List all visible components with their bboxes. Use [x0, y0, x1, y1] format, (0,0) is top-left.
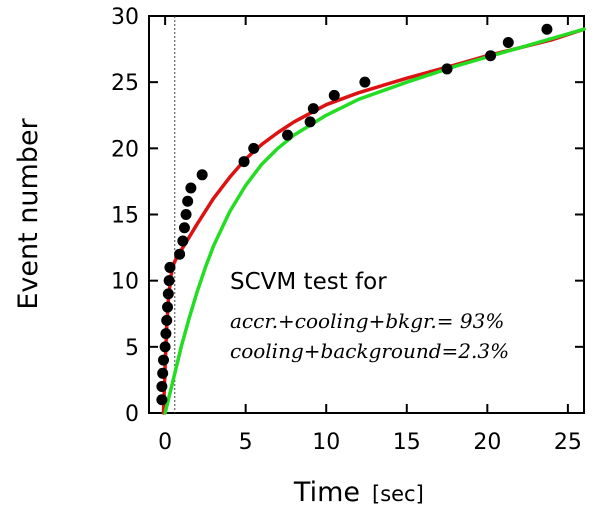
data-point: [158, 354, 169, 366]
y-tick-label: 15: [111, 204, 139, 229]
x-tick-label: 0: [158, 430, 172, 455]
data-point: [162, 301, 174, 313]
data-point: [180, 209, 192, 220]
data-point: [177, 235, 189, 247]
data-point: [248, 142, 260, 154]
data-point: [304, 116, 316, 128]
y-tick-label: 0: [125, 402, 139, 427]
data-point: [182, 195, 194, 207]
x-tick-label: 20: [473, 430, 501, 455]
x-tick-label: 25: [554, 430, 582, 455]
data-point: [282, 129, 294, 141]
y-tick-label: 10: [111, 270, 139, 295]
annotation-line-1: accr.+cooling+bkgr.= 93%: [230, 309, 504, 333]
data-point: [307, 103, 319, 115]
data-point: [157, 367, 169, 379]
data-point: [359, 76, 371, 88]
data-point: [178, 222, 190, 234]
x-axis-unit: [sec]: [372, 482, 424, 506]
data-point: [161, 314, 173, 326]
data-point: [441, 63, 453, 75]
x-tick-label: 15: [393, 430, 421, 455]
x-tick-label: 10: [312, 430, 340, 455]
data-point: [485, 50, 497, 62]
data-point: [185, 182, 197, 194]
data-point: [238, 156, 250, 168]
data-point: [156, 394, 168, 406]
annotation-title: SCVM test for: [230, 269, 387, 295]
data-point: [163, 275, 175, 287]
x-tick-label: 5: [239, 430, 253, 455]
data-point: [541, 23, 553, 35]
y-tick-label: 20: [111, 137, 139, 162]
y-tick-label: 30: [111, 5, 139, 30]
series-line-2: [163, 27, 586, 415]
data-point: [164, 261, 176, 273]
y-axis-label: Event number: [13, 117, 44, 309]
data-point: [502, 36, 514, 48]
data-point: [159, 341, 171, 353]
annotation-line-2: cooling+background=2.3%: [230, 339, 509, 363]
y-tick-label: 5: [125, 336, 139, 361]
data-point: [162, 288, 174, 300]
data-point: [160, 328, 172, 340]
x-axis-label: Time: [293, 477, 360, 507]
ticks: 0 5 10 15 20 25 0 5 10 15 20 25 30: [111, 5, 584, 455]
y-tick-label: 25: [111, 71, 139, 96]
data-point: [328, 89, 340, 101]
data-point: [196, 169, 208, 181]
data-point: [174, 248, 186, 260]
data-points: [156, 23, 553, 406]
data-point: [156, 381, 168, 393]
